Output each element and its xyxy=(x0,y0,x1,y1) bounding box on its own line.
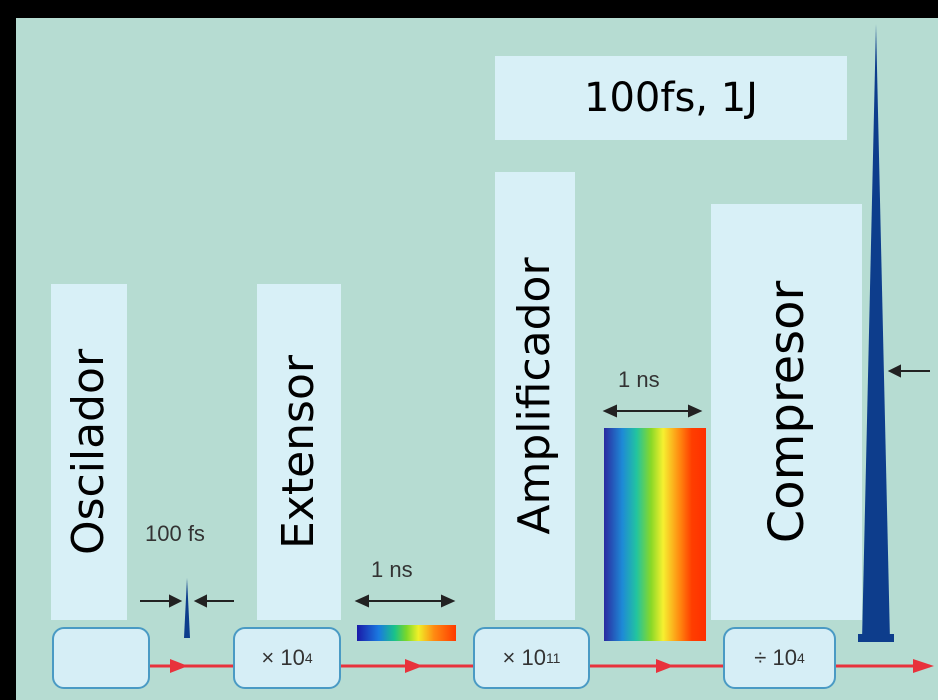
compressor-factor: ÷ 10 xyxy=(754,645,797,670)
beam-arrow-4 xyxy=(913,659,934,673)
amplified-width-label: 1 ns xyxy=(618,367,660,392)
compressor-label-box: Compresor xyxy=(711,204,862,620)
amplified-pulse xyxy=(604,428,706,641)
output-width-arrow xyxy=(887,364,930,378)
stretched-pulse xyxy=(357,625,456,641)
beam-arrowheads xyxy=(170,659,934,673)
input-width-arrows xyxy=(140,594,234,608)
stretcher-factor: × 10 xyxy=(261,645,305,670)
compressor-label: Compresor xyxy=(758,280,815,544)
stretcher-label: Extensor xyxy=(273,355,324,549)
amplified-width-arrows xyxy=(602,404,703,418)
beam-arrow-3 xyxy=(656,659,674,673)
compressor-exponent: 4 xyxy=(796,650,805,666)
amplifier-label-box: Amplificador xyxy=(495,172,575,620)
stretched-width-label: 1 ns xyxy=(371,557,413,582)
stretcher-box[interactable]: × 10 4 xyxy=(233,627,341,689)
stretcher-exponent: 4 xyxy=(304,650,313,666)
amplifier-box[interactable]: × 10 11 xyxy=(473,627,590,689)
stretcher-label-box: Extensor xyxy=(257,284,341,620)
beam-arrow-2 xyxy=(405,659,423,673)
output-pulse-label: 100fs, 1J xyxy=(495,56,847,140)
amplifier-factor: × 10 xyxy=(502,645,546,670)
output-pulse xyxy=(862,24,890,641)
compressor-box[interactable]: ÷ 10 4 xyxy=(723,627,836,689)
amplifier-exponent: 11 xyxy=(545,650,561,666)
amplifier-label: Amplificador xyxy=(509,257,560,535)
stretched-width-arrows xyxy=(354,594,456,608)
oscillator-box[interactable] xyxy=(52,627,150,689)
oscillator-label-box: Oscilador xyxy=(51,284,127,620)
input-pulse xyxy=(184,578,190,638)
output-pulse-base xyxy=(858,634,894,642)
input-width-label: 100 fs xyxy=(145,521,205,546)
oscillator-label: Oscilador xyxy=(63,348,114,556)
beam-arrow-1 xyxy=(170,659,188,673)
